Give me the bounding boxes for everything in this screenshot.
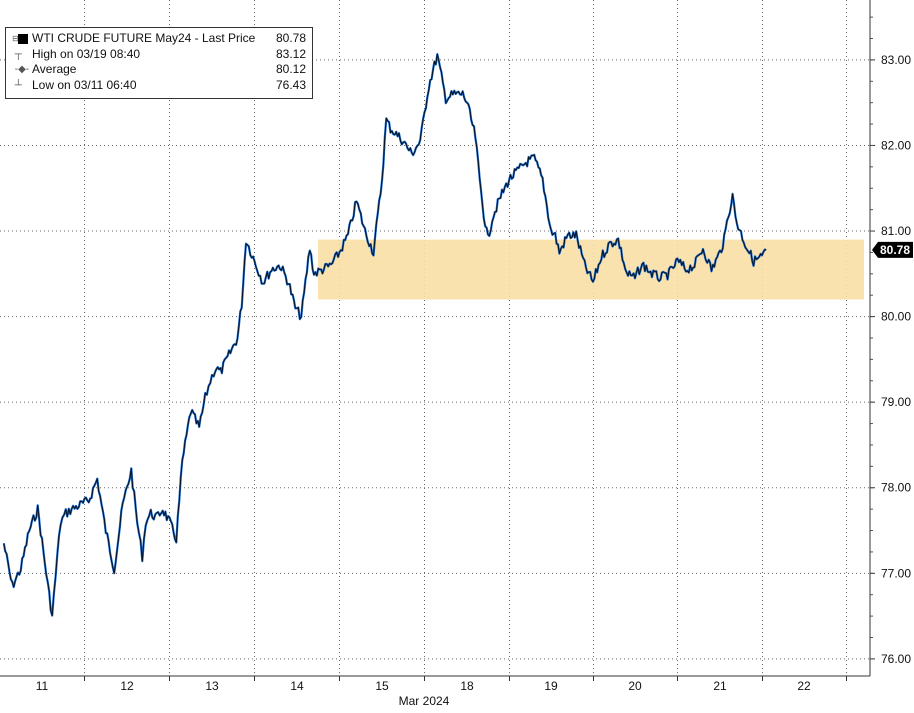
- x-tick-label: 13: [205, 679, 219, 693]
- chart-legend: ⊟ WTI CRUDE FUTURE May24 - Last Price 80…: [5, 27, 313, 99]
- highlight-band: [318, 239, 864, 300]
- legend-row-label: Average: [32, 62, 77, 77]
- y-tick-label: 78.00: [881, 481, 911, 495]
- legend-row-high: ┬ High on 03/19 08:40 83.12: [12, 47, 306, 63]
- x-tick-label: 21: [713, 679, 727, 693]
- x-tick-label: 19: [544, 679, 558, 693]
- x-axis-label: Mar 2024: [399, 694, 450, 708]
- legend-row-value: 76.43: [275, 77, 306, 92]
- x-tick-label: 12: [120, 679, 134, 693]
- high-marker-icon: ┬: [12, 48, 22, 60]
- x-tick-label: 20: [628, 679, 642, 693]
- grid: [0, 0, 870, 676]
- low-marker-icon: ┴: [12, 79, 22, 91]
- legend-row-value: 83.12: [275, 46, 306, 61]
- last-price-tag-shape: [872, 241, 913, 258]
- legend-last-value: 80.78: [275, 31, 306, 46]
- y-tick-label: 77.00: [881, 566, 911, 580]
- y-tick-label: 83.00: [881, 53, 911, 67]
- x-tick-label: 14: [290, 679, 304, 693]
- y-tick-label: 79.00: [881, 395, 911, 409]
- x-tick-label: 22: [797, 679, 811, 693]
- series-line: [3, 53, 767, 617]
- legend-row-label: Low on 03/11 06:40: [32, 77, 137, 92]
- x-tick-label: 15: [375, 679, 389, 693]
- legend-title-row: ⊟ WTI CRUDE FUTURE May24 - Last Price 80…: [12, 31, 306, 47]
- y-tick-label: 81.00: [881, 224, 911, 238]
- price-series: [2, 53, 767, 617]
- last-price-tag-label: 80.78: [880, 243, 910, 257]
- average-marker-icon: -◆-: [12, 64, 30, 76]
- legend-row-average: -◆- Average 80.12: [12, 62, 306, 78]
- x-tick-label: 18: [460, 679, 474, 693]
- x-tick-label: 11: [36, 679, 49, 693]
- series-swatch-icon: ⊟: [12, 31, 32, 46]
- axes: 76.00 77.00 78.00 79.00 80.00 81.00 82.00 83.00…: [0, 0, 911, 693]
- y-tick-label: 82.00: [881, 138, 911, 152]
- legend-row-low: ┴ Low on 03/11 06:40 76.43: [12, 78, 306, 94]
- y-tick-label: 76.00: [881, 652, 911, 666]
- last-price-tag: 80.78: [872, 241, 913, 258]
- legend-row-label: High on 03/19 08:40: [32, 46, 141, 61]
- legend-row-value: 80.12: [275, 62, 306, 77]
- y-tick-label: 80.00: [881, 310, 911, 324]
- legend-title: WTI CRUDE FUTURE May24 - Last Price: [32, 31, 256, 46]
